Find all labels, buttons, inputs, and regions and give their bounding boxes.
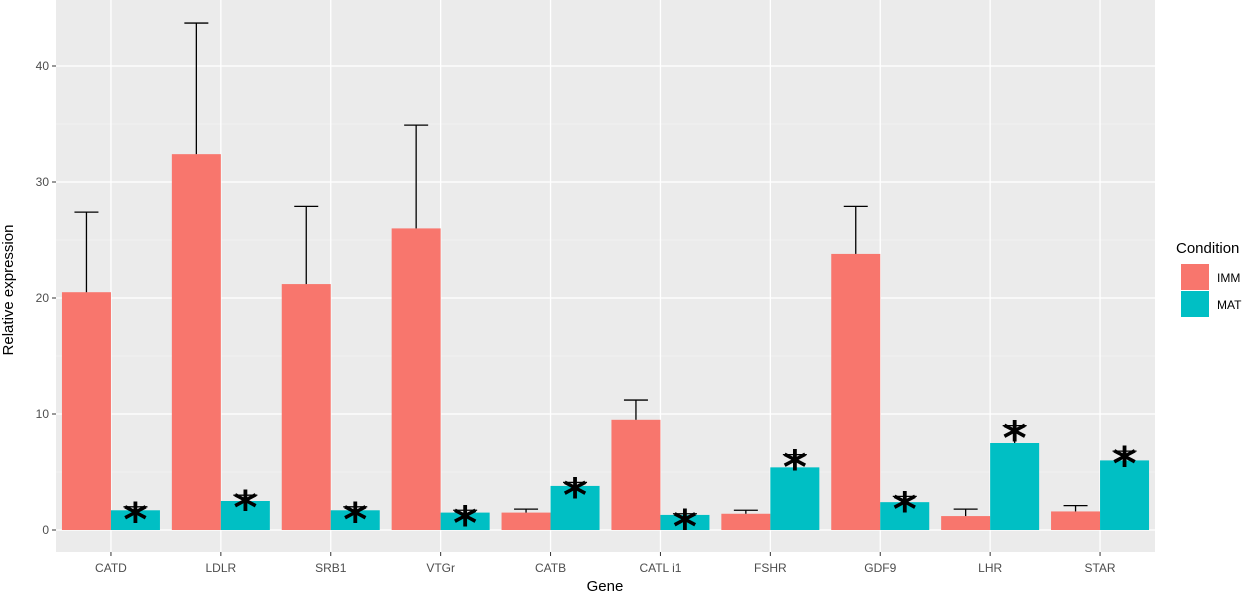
x-axis-title: Gene — [587, 578, 624, 593]
bar-mat-lhr — [990, 443, 1040, 530]
significance-asterisk-lhr: * — [1003, 412, 1027, 466]
significance-asterisk-catd: * — [123, 493, 147, 547]
bar-imm-vtgr — [391, 228, 441, 530]
significance-asterisk-ldlr: * — [233, 481, 257, 535]
significance-asterisk-gdf9: * — [893, 482, 917, 536]
significance-asterisk-star: * — [1113, 437, 1137, 491]
significance-asterisk-srb1: * — [343, 493, 367, 547]
x-tick-label-star: STAR — [1084, 561, 1115, 575]
legend-key-imm — [1181, 264, 1209, 290]
x-tick-label-lhr: LHR — [978, 561, 1002, 575]
y-tick-label: 40 — [36, 59, 50, 73]
bar-mat-catl-i1 — [660, 514, 710, 530]
x-tick-label-vtgr: VTGr — [426, 561, 455, 575]
bar-mat-ldlr — [220, 501, 270, 530]
significance-asterisk-catb: * — [563, 468, 587, 522]
y-tick-label: 0 — [42, 523, 49, 537]
bar-imm-fshr — [721, 513, 771, 530]
bar-imm-ldlr — [171, 154, 221, 530]
plot-panel — [56, 0, 1155, 552]
x-tick-label-catb: CATB — [535, 561, 566, 575]
bar-mat-vtgr — [440, 512, 490, 530]
bar-imm-srb1 — [281, 284, 331, 530]
bar-mat-star — [1100, 460, 1150, 530]
legend-label-mat: MAT — [1217, 298, 1242, 312]
legend-key-mat — [1181, 291, 1209, 317]
x-tick-label-gdf9: GDF9 — [864, 561, 896, 575]
bar-imm-lhr — [941, 516, 991, 530]
bars — [61, 154, 1150, 531]
x-tick-label-srb1: SRB1 — [315, 561, 347, 575]
y-tick-label: 10 — [36, 407, 50, 421]
bar-imm-gdf9 — [831, 253, 881, 531]
y-axis-ticks: 0 10 20 30 40 — [36, 59, 56, 537]
error-bars — [74, 22, 1137, 517]
significance-markers: * * * * * * * * * * — [123, 412, 1136, 554]
bar-imm-catd — [61, 292, 111, 530]
y-axis-title: Relative expression — [0, 225, 17, 356]
bar-imm-catb — [501, 512, 551, 530]
x-tick-label-catl-i1: CATL i1 — [639, 561, 681, 575]
significance-asterisk-vtgr: * — [453, 496, 477, 550]
legend: Condition IMM MAT — [1176, 240, 1242, 317]
x-tick-label-ldlr: LDLR — [206, 561, 237, 575]
x-axis-ticks: CATD LDLR SRB1 VTGr CATB CATL i1 FSHR GDF9 LHR ST… — [95, 552, 1116, 575]
x-tick-label-catd: CATD — [95, 561, 127, 575]
bar-mat-fshr — [770, 467, 820, 530]
legend-label-imm: IMM — [1217, 271, 1240, 285]
bar-imm-star — [1051, 511, 1101, 530]
bar-mat-catd — [110, 510, 160, 530]
significance-asterisk-catl-i1: * — [673, 500, 697, 554]
y-tick-label: 30 — [36, 175, 50, 189]
bar-imm-catl-i1 — [611, 419, 661, 530]
x-tick-label-fshr: FSHR — [754, 561, 787, 575]
bar-mat-srb1 — [330, 510, 380, 530]
y-tick-label: 20 — [36, 291, 50, 305]
bar-mat-catb — [550, 485, 600, 530]
legend-title: Condition — [1176, 240, 1239, 257]
bar-mat-gdf9 — [880, 502, 930, 530]
significance-asterisk-fshr: * — [783, 441, 807, 495]
